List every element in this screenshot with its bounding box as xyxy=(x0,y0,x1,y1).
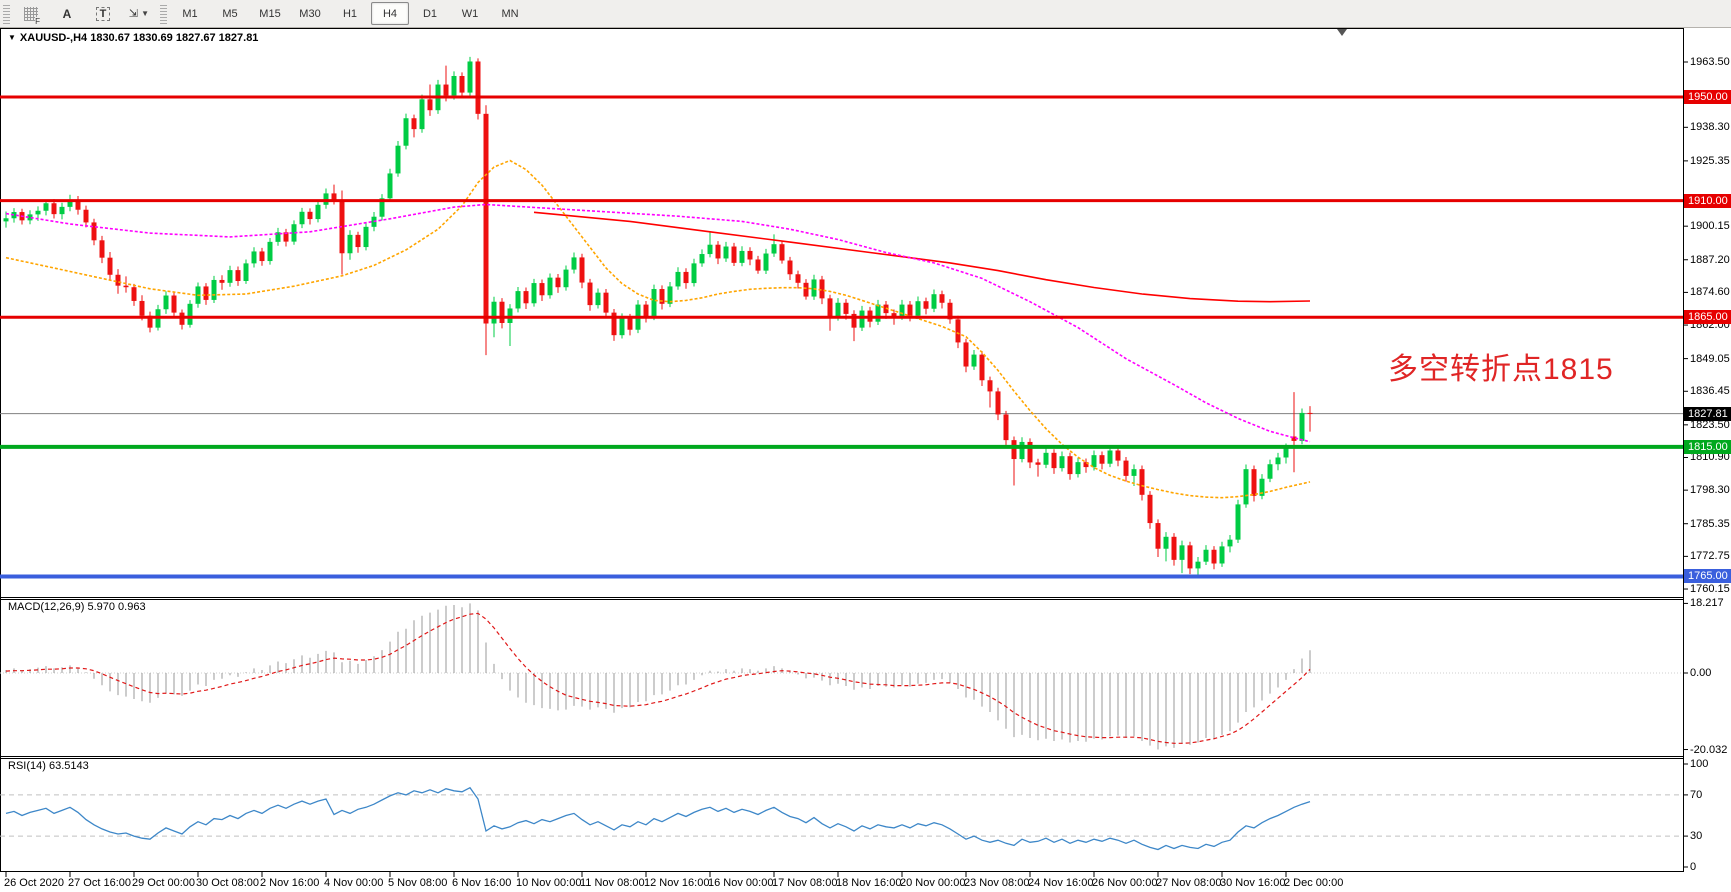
price-axis-label: 1798.30 xyxy=(1690,484,1730,497)
date-axis-label: 26 Oct 2020 xyxy=(4,877,64,889)
text-tool-icon: T xyxy=(95,6,111,21)
indicator-axis-label: 0.00 xyxy=(1690,667,1712,679)
date-axis-label: 6 Nov 16:00 xyxy=(452,877,512,889)
price-axis-label: 1772.75 xyxy=(1690,550,1730,563)
date-axis-label: 16 Nov 00:00 xyxy=(708,877,774,889)
toolbar-drag-handle[interactable] xyxy=(160,3,167,24)
macd-histogram xyxy=(5,603,1311,750)
date-axis-label: 20 Nov 00:00 xyxy=(900,877,966,889)
price-tag-1950.00[interactable]: 1950.00 xyxy=(1684,89,1731,104)
date-axis-label: 24 Nov 16:00 xyxy=(1028,877,1094,889)
date-axis-label: 29 Oct 00:00 xyxy=(132,877,195,889)
timeframe-button-d1[interactable]: D1 xyxy=(422,7,438,20)
timeframe-button-m30[interactable]: M30 xyxy=(299,7,321,20)
date-axis-label: 26 Nov 00:00 xyxy=(1092,877,1158,889)
date-axis-label: 27 Nov 08:00 xyxy=(1156,877,1222,889)
macd-signal-line xyxy=(5,612,1311,744)
date-axis-label: 2 Nov 16:00 xyxy=(260,877,320,889)
price-axis-label: 1785.35 xyxy=(1690,517,1730,530)
timeframe-button-m1[interactable]: M1 xyxy=(182,7,198,20)
timeframe-button-m5[interactable]: M5 xyxy=(222,7,238,20)
indicator-axis-label: 0 xyxy=(1690,861,1697,873)
indicator-axis-label: 100 xyxy=(1690,758,1709,770)
arrow-tool-button[interactable]: A xyxy=(50,2,84,25)
date-axis-label: 18 Nov 16:00 xyxy=(836,877,902,889)
shapes-tool-icon: ⇲ xyxy=(128,8,139,20)
ma-orange-line xyxy=(5,159,1311,499)
timeframe-button-h1[interactable]: H1 xyxy=(342,7,358,20)
indicator-axis-label: 18.217 xyxy=(1690,597,1724,610)
price-axis-label: 1925.35 xyxy=(1690,154,1730,167)
price-axis-label: 1874.60 xyxy=(1690,286,1730,299)
price-axis-label: 1938.30 xyxy=(1690,121,1730,134)
macd-indicator-label: MACD(12,26,9) 5.970 0.963 xyxy=(8,601,146,613)
price-axis-label: 1849.05 xyxy=(1690,352,1730,365)
quick-panel-button[interactable]: F xyxy=(14,2,48,26)
date-axis-label: 4 Nov 00:00 xyxy=(324,877,384,889)
price-tag-1765.00[interactable]: 1765.00 xyxy=(1684,569,1731,584)
price-tag-1910.00[interactable]: 1910.00 xyxy=(1684,193,1731,208)
price-axis-label: 1823.50 xyxy=(1690,418,1730,431)
chart-text-annotation[interactable]: 多空转折点1815 xyxy=(1388,353,1614,386)
timeframe-button-mn[interactable]: MN xyxy=(501,7,519,20)
date-axis-label: 17 Nov 08:00 xyxy=(772,877,838,889)
price-tag-1827.81[interactable]: 1827.81 xyxy=(1684,406,1731,421)
rsi-line xyxy=(5,786,1311,851)
price-axis-label: 1963.50 xyxy=(1690,56,1730,68)
date-axis-label: 2 Dec 00:00 xyxy=(1284,877,1344,889)
price-tag-1815.00[interactable]: 1815.00 xyxy=(1684,439,1731,454)
indicator-axis-label: 30 xyxy=(1690,830,1703,843)
arrow-tool-icon: A xyxy=(62,6,72,21)
price-tag-1865.00[interactable]: 1865.00 xyxy=(1684,310,1731,325)
date-axis-label: 5 Nov 08:00 xyxy=(388,877,448,889)
price-axis-label: 1760.15 xyxy=(1690,583,1730,596)
toolbar: F A T ⇲ ▼ M1 M5 M15 M30 H1 H4 D1 W1 MN xyxy=(0,0,1731,28)
indicator-axis-label: -20.032 xyxy=(1690,743,1728,756)
date-axis-label: 23 Nov 08:00 xyxy=(964,877,1030,889)
date-axis-label: 10 Nov 00:00 xyxy=(516,877,582,889)
date-axis-label: 11 Nov 08:00 xyxy=(580,877,645,889)
shapes-tool-button[interactable]: ⇲ ▼ xyxy=(122,2,156,25)
chart-shift-marker-icon[interactable] xyxy=(1337,29,1347,36)
chevron-down-icon: ▼ xyxy=(141,9,150,18)
price-axis-label: 1900.15 xyxy=(1690,220,1730,233)
toolbar-drag-handle[interactable] xyxy=(3,3,10,24)
price-axis-label: 1887.20 xyxy=(1690,253,1730,266)
date-axis-label: 27 Oct 16:00 xyxy=(68,877,131,889)
chart-title-text: XAUUSD-,H4 1830.67 1830.69 1827.67 1827.… xyxy=(19,32,259,44)
quick-panel-icon: F xyxy=(24,6,40,26)
timeframe-button-h4[interactable]: H4 xyxy=(371,2,409,25)
text-tool-button[interactable]: T xyxy=(86,2,120,25)
chart-title: ▼ XAUUSD-,H4 1830.67 1830.69 1827.67 1827… xyxy=(8,31,258,45)
timeframe-button-w1[interactable]: W1 xyxy=(461,7,479,20)
ma-red-line xyxy=(533,211,1311,303)
indicator-axis-label: 70 xyxy=(1690,788,1703,801)
price-axis-label: 1810.90 xyxy=(1690,451,1730,464)
price-axis-label: 1836.45 xyxy=(1690,385,1730,398)
ma-magenta-line xyxy=(5,203,1311,443)
date-axis-label: 30 Oct 08:00 xyxy=(196,877,259,889)
chart-border xyxy=(0,28,1684,872)
date-axis-label: 12 Nov 16:00 xyxy=(644,877,710,889)
rsi-indicator-label: RSI(14) 63.5143 xyxy=(8,760,89,772)
date-axis-label: 30 Nov 16:00 xyxy=(1220,877,1286,889)
timeframe-button-group: M1 M5 M15 M30 H1 H4 D1 W1 MN xyxy=(170,2,530,25)
timeframe-button-m15[interactable]: M15 xyxy=(259,7,281,20)
symbol-dropdown-icon[interactable]: ▼ xyxy=(8,33,16,42)
